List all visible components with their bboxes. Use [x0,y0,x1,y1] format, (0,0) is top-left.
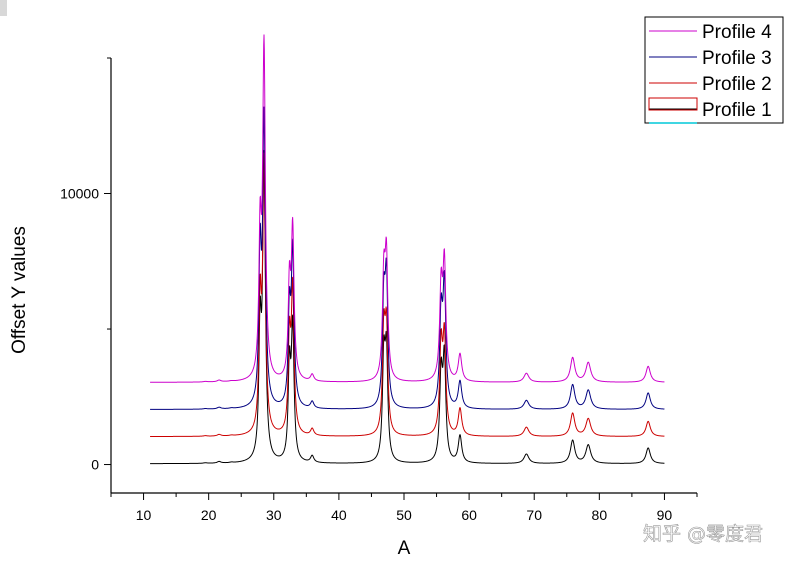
x-tick-label: 50 [396,507,412,523]
legend: Profile 4 Profile 3 Profile 2 Profile 1 [644,16,784,124]
x-tick-label: 30 [266,507,282,523]
x-axis-title: A [398,538,411,559]
legend-label-profile-1: Profile 1 [702,100,772,121]
y-tick-label: 0 [91,457,99,473]
axes [110,58,697,494]
watermark-text: 知乎 @零度君 [643,523,763,545]
legend-label-profile-4: Profile 4 [702,22,772,43]
x-tick-label: 80 [592,507,608,523]
series-line-profile-2 [149,152,665,437]
corner-marker [0,0,7,16]
series-line-profile-1 [149,149,665,465]
series-lines [149,34,665,465]
y-axis-title: Offset Y values [9,226,30,354]
legend-label-profile-3: Profile 3 [702,48,772,69]
x-tick-label: 40 [331,507,347,523]
x-tick-label: 10 [136,507,152,523]
series-line-profile-3 [149,106,665,410]
x-tick-label: 60 [461,507,477,523]
legend-frame [644,16,784,124]
legend-swatch-box [648,97,698,111]
x-tick-label: 70 [526,507,542,523]
x-tick-label: 90 [657,507,673,523]
ticks: 10 20 30 40 50 60 70 80 90 0 10000 [60,57,698,523]
legend-label-profile-2: Profile 2 [702,74,772,95]
y-tick-label: 10000 [60,186,99,202]
x-tick-label: 20 [201,507,217,523]
series-line-profile-4 [149,34,665,383]
